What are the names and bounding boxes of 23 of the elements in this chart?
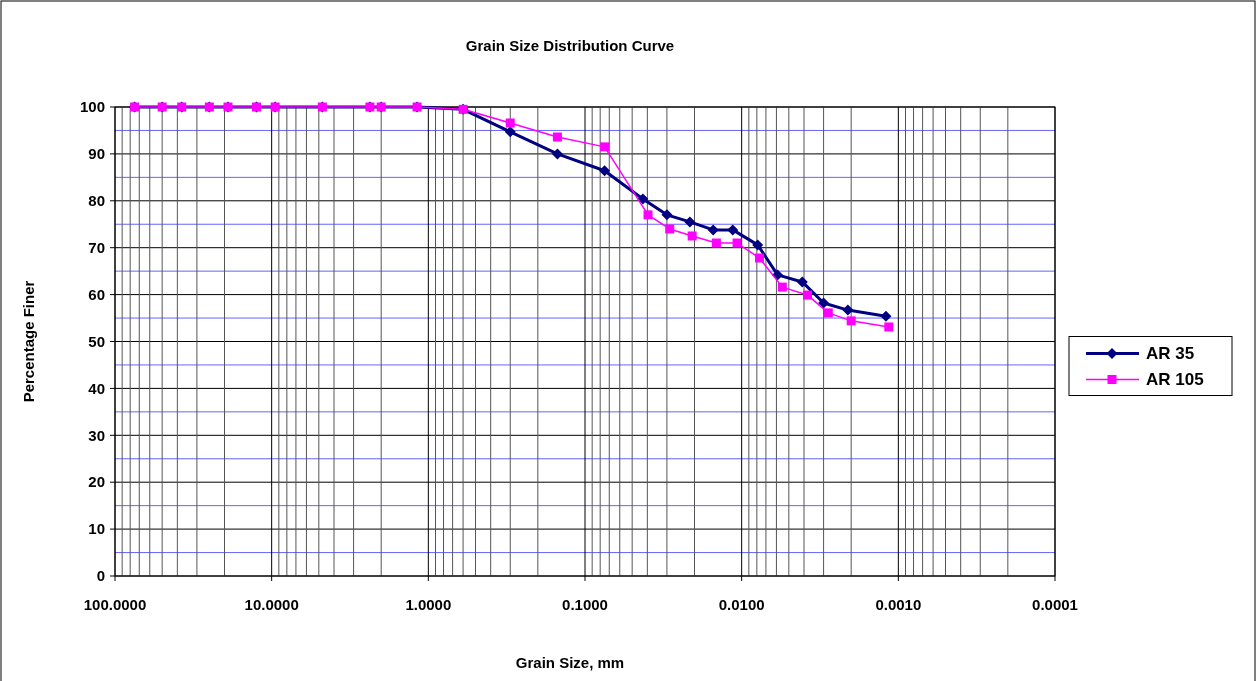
y-tick-label: 80 (88, 192, 105, 210)
legend-label: AR 105 (1146, 370, 1204, 390)
x-axis-title: Grain Size, mm (515, 654, 625, 671)
y-tick-label: 60 (88, 285, 105, 303)
y-tick-label: 100 (79, 98, 105, 116)
x-tick-label: 0.1000 (562, 596, 608, 613)
x-tick-label: 0.0010 (875, 596, 922, 613)
y-tick-label: 20 (88, 473, 105, 491)
y-tick-label: 50 (88, 332, 105, 350)
y-tick-label: 30 (88, 426, 105, 444)
y-tick-label: 90 (88, 145, 105, 163)
x-tick-label: 10.0000 (244, 596, 299, 613)
y-tick-label: 10 (88, 520, 105, 538)
y-tick-label: 0 (96, 567, 105, 585)
y-tick-label: 70 (88, 238, 105, 256)
x-tick-label: 0.0100 (718, 596, 765, 613)
x-tick-label: 0.0001 (1032, 596, 1078, 613)
y-tick-label: 40 (88, 379, 105, 397)
legend-label: AR 35 (1146, 344, 1195, 364)
y-axis-title: Percentage Finer (20, 280, 37, 403)
x-tick-label: 100.0000 (83, 596, 147, 613)
x-tick-label: 1.0000 (405, 596, 452, 613)
chart-title: Grain Size Distribution Curve (465, 37, 675, 54)
